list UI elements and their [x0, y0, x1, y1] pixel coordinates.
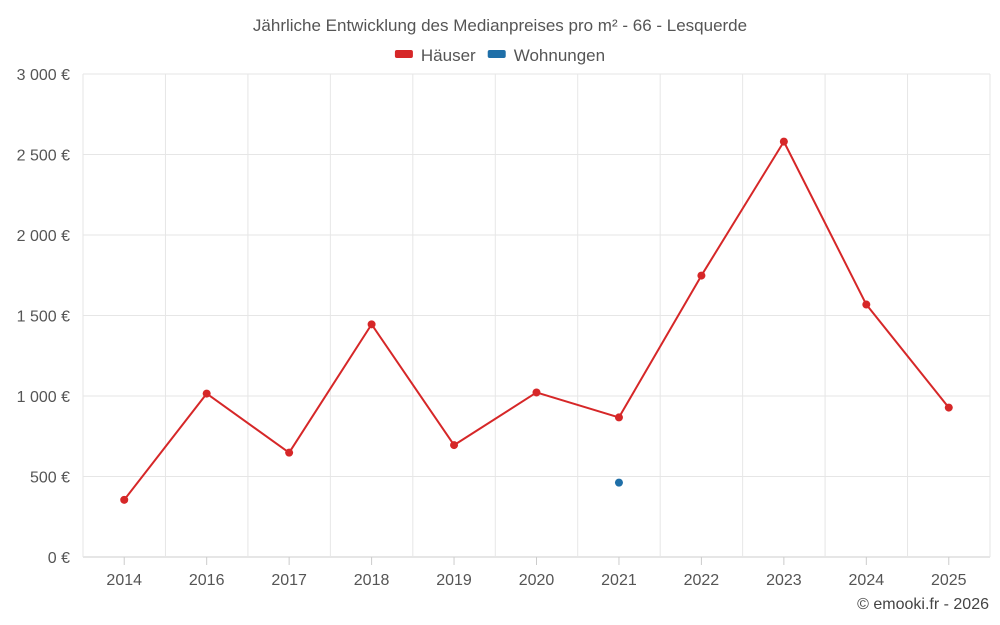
legend-swatch	[487, 50, 506, 58]
data-point[interactable]	[202, 389, 211, 398]
x-tick-label: 2023	[766, 572, 802, 589]
x-tick-label: 2021	[601, 572, 637, 589]
data-point[interactable]	[532, 388, 541, 397]
y-tick-label: 0 €	[48, 550, 70, 567]
x-tick-label: 2014	[106, 572, 142, 589]
x-tick-label: 2020	[519, 572, 555, 589]
data-point[interactable]	[862, 300, 871, 309]
grid	[82, 73, 991, 558]
x-tick-label: 2019	[436, 572, 472, 589]
legend-label: Häuser	[421, 46, 476, 65]
chart-legend[interactable]: Häuser Wohnungen	[394, 46, 605, 65]
legend-label: Wohnungen	[514, 46, 605, 65]
data-point[interactable]	[779, 137, 788, 146]
chart-title: Jährliche Entwicklung des Medianpreises …	[253, 16, 747, 35]
data-point[interactable]	[614, 478, 623, 487]
x-tick-label: 2024	[849, 572, 885, 589]
x-axis: 2014 2016 2017 2018 2019 2020 2021 2022 2023 2024…	[106, 557, 967, 589]
data-point[interactable]	[120, 495, 129, 504]
x-tick-label: 2017	[271, 572, 307, 589]
credit-text: © emooki.fr - 2026	[857, 596, 989, 613]
data-point[interactable]	[944, 403, 953, 412]
x-tick-label: 2016	[189, 572, 225, 589]
legend-item-0[interactable]: Häuser	[394, 46, 476, 65]
y-tick-label: 2 500 €	[17, 148, 70, 165]
y-tick-label: 500 €	[30, 470, 70, 487]
y-tick-label: 1 000 €	[17, 389, 70, 406]
data-point[interactable]	[450, 441, 459, 450]
y-tick-label: 1 500 €	[17, 309, 70, 326]
x-tick-label: 2018	[354, 572, 390, 589]
legend-item-1[interactable]: Wohnungen	[487, 46, 605, 65]
data-point[interactable]	[285, 448, 294, 457]
x-tick-label: 2025	[931, 572, 967, 589]
series-layer	[120, 137, 953, 504]
data-point[interactable]	[614, 413, 623, 422]
data-point[interactable]	[367, 320, 376, 329]
legend-swatch	[394, 50, 413, 58]
y-tick-label: 3 000 €	[17, 67, 70, 84]
data-point[interactable]	[697, 271, 706, 280]
y-tick-label: 2 000 €	[17, 228, 70, 245]
x-tick-label: 2022	[684, 572, 720, 589]
y-axis: 0 € 500 € 1 000 € 1 500 € 2 000 € 2 500 € 3 00…	[17, 67, 70, 567]
